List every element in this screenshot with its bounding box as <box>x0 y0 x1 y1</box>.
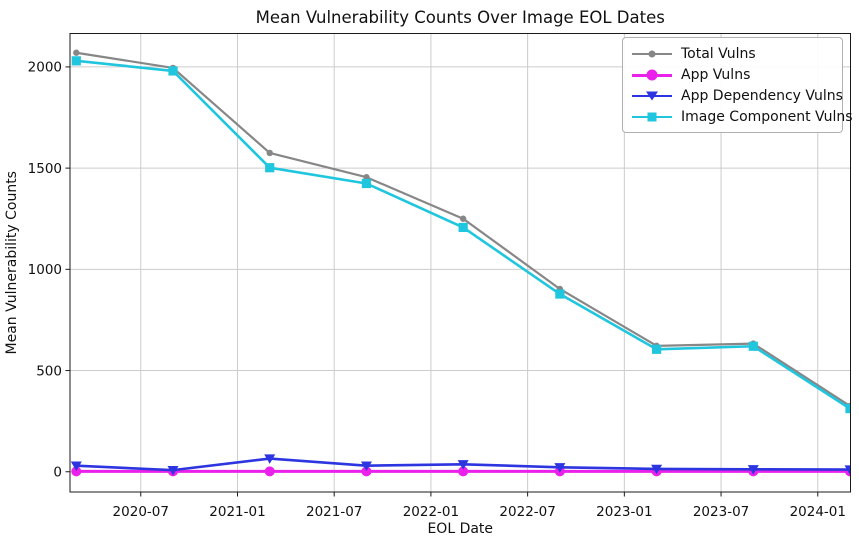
data-point <box>747 465 759 475</box>
axes-spines <box>69 33 851 493</box>
legend-item-app-dependency-vulns: App Dependency Vulns <box>632 87 843 104</box>
x-tick-label: 2023-01 <box>596 504 652 520</box>
x-axis-label: EOL Date <box>427 521 493 537</box>
data-point <box>70 461 82 471</box>
data-point <box>264 466 275 477</box>
x-tick-label: 2024-01 <box>790 504 846 520</box>
data-point <box>167 465 179 476</box>
legend-marker-app-vulns-icon <box>632 68 672 82</box>
data-point <box>361 178 372 189</box>
x-tick-label: 2022-01 <box>403 504 459 520</box>
legend-label-app-dependency-vulns: App Dependency Vulns <box>681 87 843 104</box>
data-point <box>458 466 469 477</box>
data-point <box>748 341 758 351</box>
data-point <box>458 222 468 233</box>
data-point <box>361 466 372 477</box>
data-point <box>844 465 851 475</box>
legend-item-image-component-vulns: Image Component Vulns <box>632 108 853 125</box>
series-markers-app-dependency-vulns <box>70 454 851 476</box>
legend-marker-app-dependency-vulns-icon <box>632 89 672 103</box>
y-tick-label: 2000 <box>28 60 62 76</box>
data-point <box>264 454 276 464</box>
axis-ticks: 2020-07 2021-01 2021-07 2022-01 2022-07 2023-… <box>28 60 846 520</box>
y-tick-label: 0 <box>53 465 62 481</box>
data-point <box>845 403 851 414</box>
data-point <box>651 344 662 354</box>
data-point <box>71 56 81 66</box>
legend-label-total-vulns: Total Vulns <box>681 45 756 62</box>
data-point <box>651 464 663 475</box>
x-tick-label: 2021-07 <box>306 504 362 520</box>
data-point <box>266 149 273 157</box>
x-tick-label: 2022-07 <box>499 504 555 520</box>
legend-marker-total-vulns-icon <box>632 47 672 61</box>
data-point <box>168 66 178 76</box>
x-tick-label: 2021-01 <box>209 504 265 520</box>
y-tick-label: 1500 <box>28 161 62 177</box>
data-point <box>459 215 467 222</box>
data-point <box>265 163 275 173</box>
legend: Total Vulns App Vulns App Dependency Vul… <box>622 37 853 133</box>
data-point <box>360 461 372 471</box>
data-point <box>73 49 80 56</box>
legend-label-app-vulns: App Vulns <box>681 66 751 83</box>
data-point <box>555 289 565 299</box>
y-tick-label: 500 <box>36 363 62 379</box>
data-point <box>363 174 370 181</box>
y-tick-label: 1000 <box>28 262 62 278</box>
x-tick-label: 2020-07 <box>113 504 169 520</box>
x-tick-label: 2023-07 <box>693 504 749 520</box>
data-point <box>554 463 566 473</box>
legend-item-total-vulns: Total Vulns <box>632 45 832 62</box>
data-point <box>71 466 82 477</box>
legend-label-image-component-vulns: Image Component Vulns <box>681 108 853 125</box>
plot-area <box>70 49 851 477</box>
chart-title: Mean Vulnerability Counts Over Image EOL… <box>256 8 665 27</box>
y-axis-label: Mean Vulnerability Counts <box>4 171 20 354</box>
series-markers-image-component-vulns <box>71 56 851 414</box>
data-point <box>457 460 469 470</box>
legend-marker-image-component-vulns-icon <box>632 110 672 124</box>
legend-item-app-vulns: App Vulns <box>632 66 832 83</box>
